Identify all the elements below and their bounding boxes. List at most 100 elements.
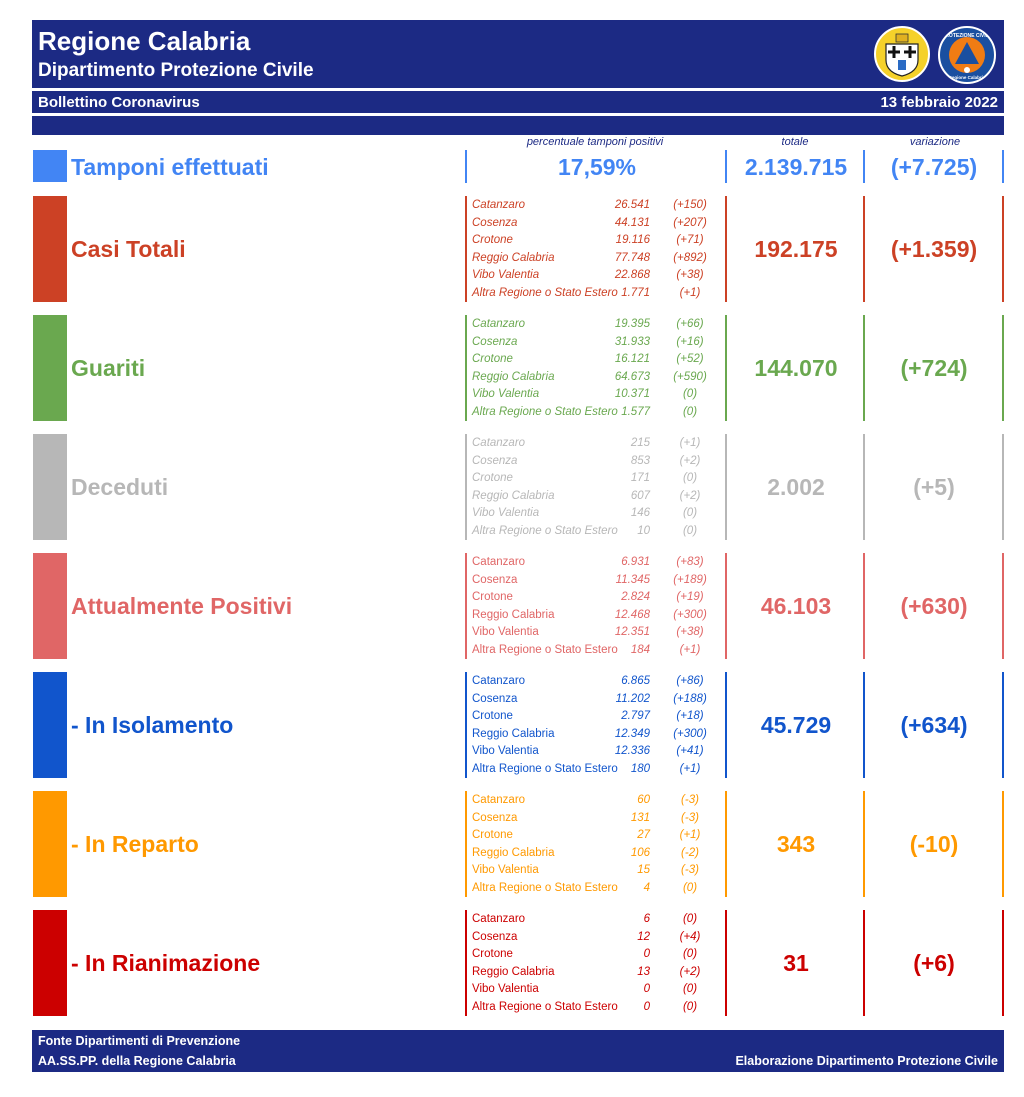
province-name: Cosenza xyxy=(472,573,518,586)
province-name: Crotone xyxy=(472,710,513,722)
province-name: Vibo Valentia xyxy=(472,507,540,519)
province-name: Catanzaro xyxy=(472,913,526,925)
province-delta: (+1) xyxy=(679,762,701,775)
province-name: Reggio Calabria xyxy=(472,846,555,859)
province-value: 1.771 xyxy=(621,286,650,299)
divider xyxy=(1002,150,1004,183)
divider xyxy=(863,434,865,540)
calabria-coat-of-arms-logo xyxy=(874,26,930,82)
province-row: Reggio Calabria 106 (-2) xyxy=(468,847,726,865)
province-delta: (+16) xyxy=(676,335,704,348)
province-delta: (+2) xyxy=(679,489,701,502)
province-name: Cosenza xyxy=(472,692,518,705)
province-name: Catanzaro xyxy=(472,794,526,806)
province-name: Crotone xyxy=(472,234,513,246)
province-table: Catanzaro 215 (+1) Cosenza 853 (+2) Crotone 171… xyxy=(468,437,726,542)
section-total: 31 xyxy=(783,950,809,976)
province-delta: (+188) xyxy=(673,692,707,705)
province-row: Vibo Valentia 10.371 (0) xyxy=(468,388,726,406)
section-total: 2.002 xyxy=(767,474,825,500)
province-value: 13 xyxy=(637,965,650,978)
divider xyxy=(725,672,727,778)
section-color-square xyxy=(33,672,67,778)
divider xyxy=(465,791,467,897)
province-name: Cosenza xyxy=(472,811,518,824)
divider xyxy=(465,553,467,659)
province-row: Reggio Calabria 13 (+2) xyxy=(468,966,726,984)
province-delta: (+590) xyxy=(673,370,707,383)
section-change: (+5) xyxy=(913,474,955,500)
province-row: Crotone 16.121 (+52) xyxy=(468,353,726,371)
province-value: 26.541 xyxy=(614,199,650,211)
province-value: 6.865 xyxy=(621,675,650,687)
province-delta: (+86) xyxy=(676,675,704,687)
section-color-square xyxy=(33,196,67,302)
province-delta: (+892) xyxy=(673,251,707,264)
divider xyxy=(1002,434,1004,540)
province-value: 19.395 xyxy=(614,318,650,330)
section-change: (+630) xyxy=(900,593,968,619)
province-delta: (+66) xyxy=(676,318,704,330)
province-name: Catanzaro xyxy=(472,675,526,687)
province-table: Catanzaro 6 (0) Cosenza 12 (+4) Crotone 0 (0) Reg… xyxy=(468,913,726,1018)
province-name: Catanzaro xyxy=(472,318,526,330)
divider xyxy=(725,196,727,302)
divider xyxy=(1002,672,1004,778)
province-name: Altra Regione o Stato Estero xyxy=(472,286,618,299)
province-row: Vibo Valentia 15 (-3) xyxy=(468,864,726,882)
section-change: (+634) xyxy=(900,712,968,738)
province-name: Catanzaro xyxy=(472,556,526,568)
column-header-total: totale xyxy=(781,136,809,148)
province-delta: (+18) xyxy=(676,710,704,722)
province-delta: (+2) xyxy=(679,454,701,467)
province-delta: (0) xyxy=(682,472,698,484)
bulletin-bar: Bollettino Coronavirus 13 febbraio 2022 xyxy=(32,91,1004,113)
province-name: Reggio Calabria xyxy=(472,727,555,740)
protezione-civile-logo: PROTEZIONE CIVILE Regione Calabria xyxy=(938,26,996,84)
section-change: (-10) xyxy=(909,831,959,857)
province-value: 11.202 xyxy=(615,692,650,705)
section-color-square xyxy=(33,910,67,1016)
section-label: Attualmente Positivi xyxy=(71,593,293,619)
province-delta: (-3) xyxy=(681,811,699,824)
province-delta: (0) xyxy=(682,507,698,519)
tamponi-change: (+7.725) xyxy=(890,154,978,180)
province-value: 19.116 xyxy=(615,234,650,246)
province-delta: (+1) xyxy=(679,286,701,299)
province-row: Crotone 2.824 (+19) xyxy=(468,591,726,609)
divider xyxy=(465,672,467,778)
divider xyxy=(465,910,467,1016)
province-table: Catanzaro 60 (-3) Cosenza 131 (-3) Crotone 27 (+… xyxy=(468,794,726,899)
divider xyxy=(863,553,865,659)
province-value: 4 xyxy=(643,881,650,894)
province-value: 12.349 xyxy=(614,727,650,740)
province-row: Altra Regione o Stato Estero 10 (0) xyxy=(468,525,726,543)
province-row: Cosenza 11.345 (+189) xyxy=(468,574,726,592)
province-name: Crotone xyxy=(472,472,513,484)
province-name: Altra Regione o Stato Estero xyxy=(472,762,618,775)
province-table: Catanzaro 26.541 (+150) Cosenza 44.131 (+207)… xyxy=(468,199,726,304)
province-name: Catanzaro xyxy=(472,437,526,449)
province-value: 64.673 xyxy=(614,370,650,383)
province-value: 184 xyxy=(630,643,650,656)
province-name: Vibo Valentia xyxy=(472,269,540,281)
province-row: Altra Regione o Stato Estero 180 (+1) xyxy=(468,763,726,781)
divider xyxy=(863,315,865,421)
province-row: Reggio Calabria 12.468 (+300) xyxy=(468,609,726,627)
province-delta: (+189) xyxy=(673,573,707,586)
divider xyxy=(465,315,467,421)
section-total: 192.175 xyxy=(754,236,838,262)
province-value: 6.931 xyxy=(621,556,650,568)
logo-text: PROTEZIONE CIVILE xyxy=(942,33,993,39)
province-row: Reggio Calabria 12.349 (+300) xyxy=(468,728,726,746)
section-label: Casi Totali xyxy=(71,236,186,262)
province-delta: (+300) xyxy=(673,727,707,740)
province-delta: (+19) xyxy=(676,591,704,603)
column-header-pct: percentuale tamponi positivi xyxy=(526,136,664,148)
province-row: Altra Regione o Stato Estero 0 (0) xyxy=(468,1001,726,1019)
province-delta: (+4) xyxy=(679,930,701,943)
province-delta: (0) xyxy=(682,388,698,400)
province-row: Cosenza 44.131 (+207) xyxy=(468,217,726,235)
section-color-square xyxy=(33,315,67,421)
province-name: Vibo Valentia xyxy=(472,745,539,757)
